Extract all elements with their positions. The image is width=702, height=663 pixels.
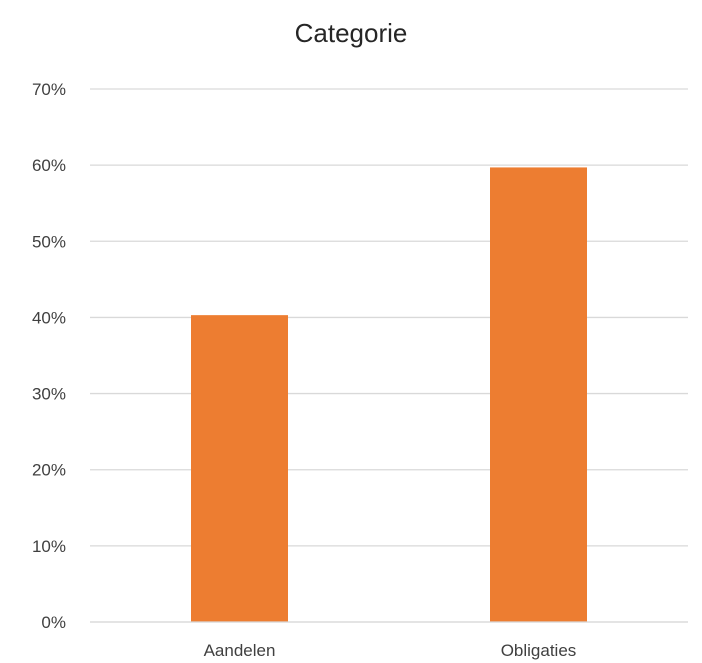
y-tick-label: 70% [32,80,66,99]
y-tick-label: 50% [32,232,66,251]
bar-aandelen [191,315,288,622]
y-tick-label: 60% [32,156,66,175]
y-tick-label: 40% [32,308,66,327]
bar-obligaties [490,167,587,623]
chart-title: Categorie [294,18,408,48]
x-tick-label: Aandelen [204,641,276,660]
x-tick-label: Obligaties [501,641,577,660]
y-tick-label: 10% [32,537,66,556]
y-tick-label: 0% [41,613,66,632]
y-tick-label: 20% [32,461,66,480]
y-tick-label: 30% [32,385,66,404]
